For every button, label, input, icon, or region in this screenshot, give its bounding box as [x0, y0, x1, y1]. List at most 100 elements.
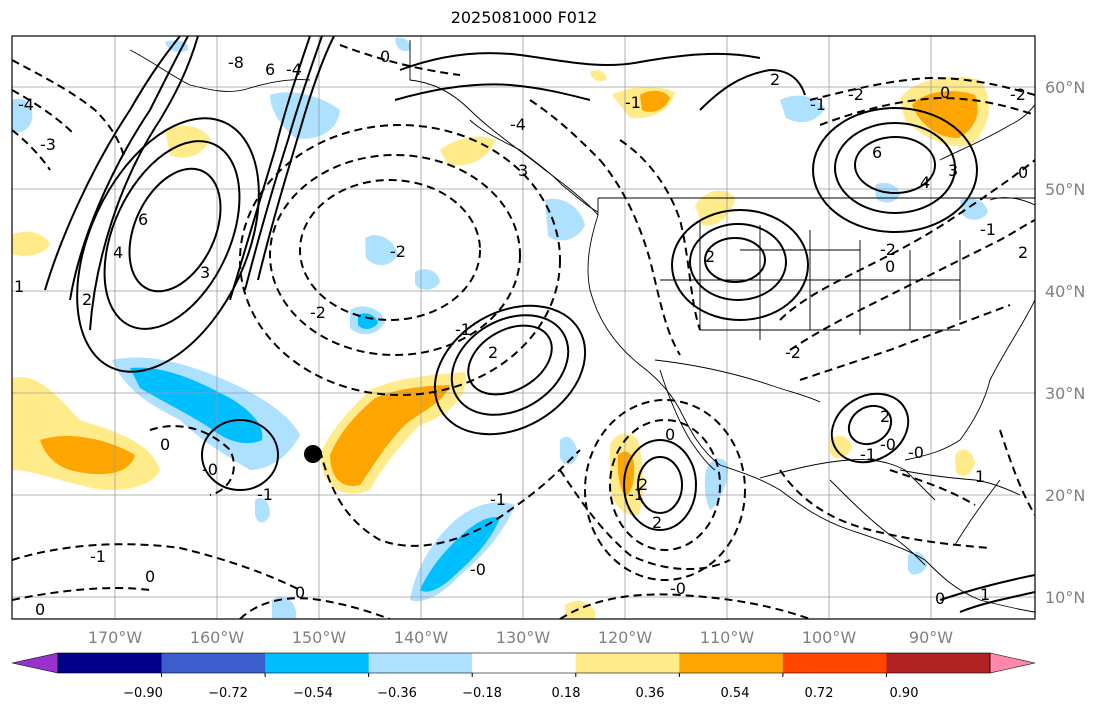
negative-shade-region [358, 313, 378, 329]
lon-label: 150°W [292, 628, 347, 647]
border [654, 359, 821, 403]
colorbar-tick-label: −0.72 [208, 686, 248, 701]
contour-line [699, 68, 806, 111]
positive-shade-region [912, 91, 978, 138]
colorbar-tick-label: 0.36 [636, 686, 665, 701]
border [660, 249, 960, 331]
colorbar-segment [368, 653, 473, 673]
colorbar-tick-label: 0.72 [805, 686, 834, 701]
colorbar-segment [58, 653, 163, 673]
storm-marker [304, 445, 322, 463]
colorbar-segment [575, 653, 680, 673]
contour-line [12, 129, 51, 171]
contour-label: -0 [470, 560, 486, 579]
contour-label: -3 [40, 135, 56, 154]
contour-label: -4 [18, 95, 34, 114]
contour-line [834, 122, 956, 214]
contour-label: -4 [286, 60, 302, 79]
lat-label: 50°N [1045, 180, 1085, 199]
dashed-contours [12, 44, 1035, 619]
negative-shade-region [704, 458, 728, 510]
contour-label: -2 [785, 343, 801, 362]
contour-label: -0 [670, 579, 686, 598]
coastline [989, 197, 1035, 206]
contour-line [103, 140, 241, 330]
contour-line [12, 543, 301, 591]
coastline [899, 469, 1021, 496]
contour-label: 1 [980, 585, 990, 604]
contour-line [812, 107, 978, 233]
contour-line [433, 304, 587, 436]
contour-label: -2 [880, 240, 896, 259]
lon-label: 130°W [496, 628, 551, 647]
contour-label: -8 [228, 53, 244, 72]
negative-shade-region [255, 498, 270, 523]
contour-line [689, 223, 787, 301]
contour-label: 4 [920, 173, 930, 192]
contour-line [76, 117, 260, 373]
lat-label: 40°N [1045, 282, 1085, 301]
contour-line [889, 469, 976, 506]
coastline [939, 104, 1035, 161]
colorbar-extend-low [11, 652, 59, 674]
lon-label: 90°W [909, 628, 953, 647]
contour-line [257, 36, 335, 281]
contour-label: 2 [770, 70, 780, 89]
contour-label: -2 [390, 242, 406, 261]
contour-label: 1 [14, 277, 24, 296]
contour-label: -1 [628, 485, 644, 504]
contour-label: -0 [880, 435, 896, 454]
colorbar-tick-label: −0.36 [377, 686, 417, 701]
negative-shade-region [130, 367, 263, 444]
contour-line [299, 179, 481, 321]
contour-line [819, 96, 1035, 126]
contour-line [959, 591, 1035, 613]
contour-label: -1 [455, 320, 471, 339]
contour-line [847, 404, 893, 446]
lon-label: 110°W [700, 628, 755, 647]
contour-line [789, 219, 1035, 351]
contour-line [623, 439, 697, 531]
positive-shade-region [590, 70, 607, 82]
positive-shade-region [640, 90, 670, 112]
contour-line [450, 314, 570, 416]
positive-shade-region [955, 449, 975, 476]
contour-label: 2 [1018, 243, 1028, 262]
coastline [469, 119, 599, 213]
contour-line [89, 36, 199, 331]
colorbar-tick-label: 0.18 [552, 686, 581, 701]
contour-label: -1 [810, 95, 826, 114]
contour-line [939, 574, 1035, 601]
contour-label: 2 [880, 407, 890, 426]
colorbar-tick-label: −0.90 [123, 686, 163, 701]
contour-line [12, 59, 126, 161]
contour-line [399, 52, 761, 71]
contour-line [779, 469, 991, 549]
lat-label: 20°N [1045, 486, 1085, 505]
contour-line [854, 136, 936, 194]
contour-line [609, 419, 721, 551]
contour-line [201, 419, 279, 491]
contour-line [244, 36, 323, 291]
contour-line [269, 154, 521, 356]
contour-label: 0 [380, 47, 390, 66]
positive-shade-region [12, 231, 50, 256]
contour-line [619, 139, 701, 331]
solid-contours [44, 36, 1035, 613]
colorbar-tick-label: 0.54 [721, 686, 750, 701]
contour-line [339, 44, 461, 76]
contour-line [809, 76, 1035, 101]
contour-label: -1 [257, 485, 273, 504]
colorbar-segment [472, 653, 577, 673]
colorbar-extend-high [989, 652, 1036, 674]
contour-label: 6 [265, 60, 275, 79]
coastline [587, 214, 1035, 613]
contour-line [319, 449, 581, 547]
contour-label: -0 [202, 460, 218, 479]
coastline [659, 369, 716, 471]
contour-line [599, 159, 681, 356]
colorbar-tick-label: 0.90 [890, 686, 919, 701]
contour-line [830, 392, 910, 464]
negative-shade-region [365, 235, 398, 266]
negative-shade-region [420, 517, 500, 592]
